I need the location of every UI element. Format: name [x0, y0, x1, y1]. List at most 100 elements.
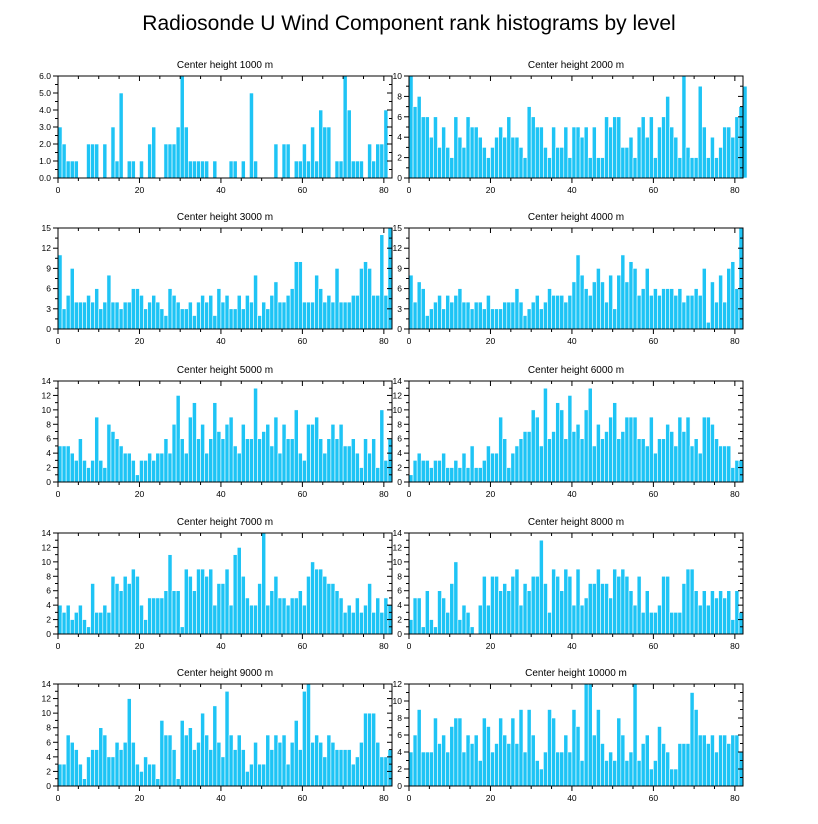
histogram-bar: [583, 597, 589, 635]
histogram-bar: [575, 568, 581, 635]
histogram-bar: [82, 778, 87, 787]
histogram-bar: [131, 741, 136, 787]
histogram-bar: [314, 160, 319, 179]
histogram-bar: [314, 568, 319, 635]
histogram-bar: [424, 116, 430, 179]
histogram-bar: [114, 301, 120, 330]
histogram-bar: [742, 85, 748, 179]
histogram-bar: [277, 741, 283, 787]
histogram-bar: [196, 568, 201, 635]
y-tick-label: 8: [397, 571, 402, 581]
histogram-bar: [640, 612, 646, 635]
histogram-bar: [457, 619, 463, 635]
histogram-bar: [240, 308, 246, 330]
histogram-bar: [86, 756, 91, 787]
histogram-bar: [583, 126, 589, 179]
histogram-bar: [249, 92, 254, 179]
histogram-bar: [587, 295, 593, 330]
histogram-bar: [429, 467, 434, 483]
histogram-bar: [453, 460, 459, 483]
histogram-bar: [494, 575, 499, 635]
histogram-bar: [469, 445, 475, 483]
histogram-bar: [571, 281, 577, 330]
histogram-bar: [196, 438, 201, 483]
histogram-bar: [314, 274, 319, 330]
histogram-bar: [706, 743, 711, 787]
histogram-bar: [232, 749, 238, 787]
x-tick-label: 60: [298, 641, 308, 651]
histogram-bar: [730, 467, 736, 483]
histogram-bar: [583, 288, 589, 330]
x-tick-label: 40: [567, 641, 577, 651]
x-tick-label: 0: [56, 489, 61, 499]
y-tick-label: 2: [397, 463, 402, 473]
histogram-bar: [657, 295, 662, 330]
histogram-bar: [563, 568, 569, 635]
histogram-bar: [383, 460, 389, 483]
histogram-bar: [188, 301, 193, 330]
figure-title: Radiosonde U Wind Component rank histogr…: [142, 12, 675, 35]
histogram-bar: [612, 402, 618, 483]
histogram-bar: [559, 295, 565, 330]
histogram-bar: [151, 763, 157, 787]
histogram-bar: [563, 126, 569, 179]
histogram-panel: Center height 8000 m 0 20 40 60 80 0 2 4 6 8 10 12 14: [393, 517, 744, 651]
histogram-bar: [616, 274, 622, 330]
histogram-bar: [86, 467, 91, 483]
y-tick-label: 4: [397, 132, 402, 142]
histogram-bar: [726, 126, 732, 179]
histogram-bar: [110, 575, 116, 635]
histogram-bar: [326, 583, 332, 635]
histogram-bar: [367, 712, 372, 787]
x-tick-label: 80: [379, 336, 389, 346]
histogram-bar: [236, 547, 242, 635]
histogram-bar: [408, 75, 414, 179]
histogram-bar: [559, 751, 565, 787]
y-tick-label: 14: [42, 679, 52, 689]
histogram-bar: [126, 160, 132, 179]
histogram-bar: [526, 590, 532, 635]
histogram-bar: [644, 136, 650, 179]
histogram-bar: [710, 734, 715, 787]
y-tick-label: 1.0: [39, 156, 51, 166]
histogram-bar: [591, 734, 597, 787]
histogram-bar: [298, 160, 303, 179]
histogram-bar: [228, 604, 234, 635]
histogram-bar: [342, 612, 348, 635]
histogram-bar: [632, 604, 638, 635]
histogram-bar: [600, 157, 605, 179]
histogram-bar: [567, 395, 573, 483]
histogram-bar: [539, 768, 544, 787]
histogram-bar: [204, 734, 210, 787]
histogram-bar: [543, 751, 548, 787]
histogram-bar: [179, 308, 185, 330]
histogram-bar: [90, 583, 95, 635]
histogram-bar: [522, 431, 528, 483]
histogram-bar: [253, 741, 258, 787]
histogram-bar: [65, 604, 71, 635]
y-tick-label: 12: [393, 243, 403, 253]
histogram-bar: [69, 268, 75, 330]
histogram-bar: [571, 709, 577, 787]
histogram-bar: [534, 760, 540, 787]
histogram-bar: [722, 126, 728, 179]
histogram-bar: [310, 126, 315, 179]
histogram-bar: [579, 604, 585, 635]
histogram-bar: [689, 295, 695, 330]
histogram-bar: [575, 126, 581, 179]
histogram-bar: [69, 160, 75, 179]
histogram-bar: [135, 474, 140, 483]
histogram-bar: [494, 452, 499, 483]
histogram-bar: [653, 288, 658, 330]
histogram-bar: [665, 423, 670, 483]
histogram-bar: [420, 288, 426, 330]
histogram-bar: [90, 143, 95, 179]
histogram-bar: [363, 438, 368, 483]
histogram-bar: [143, 619, 148, 635]
histogram-bar: [293, 160, 299, 179]
y-tick-label: 4: [46, 600, 51, 610]
x-tick-label: 60: [298, 489, 308, 499]
histogram-bar: [669, 431, 675, 483]
histogram-bar: [171, 423, 177, 483]
histogram-bar: [236, 452, 242, 483]
